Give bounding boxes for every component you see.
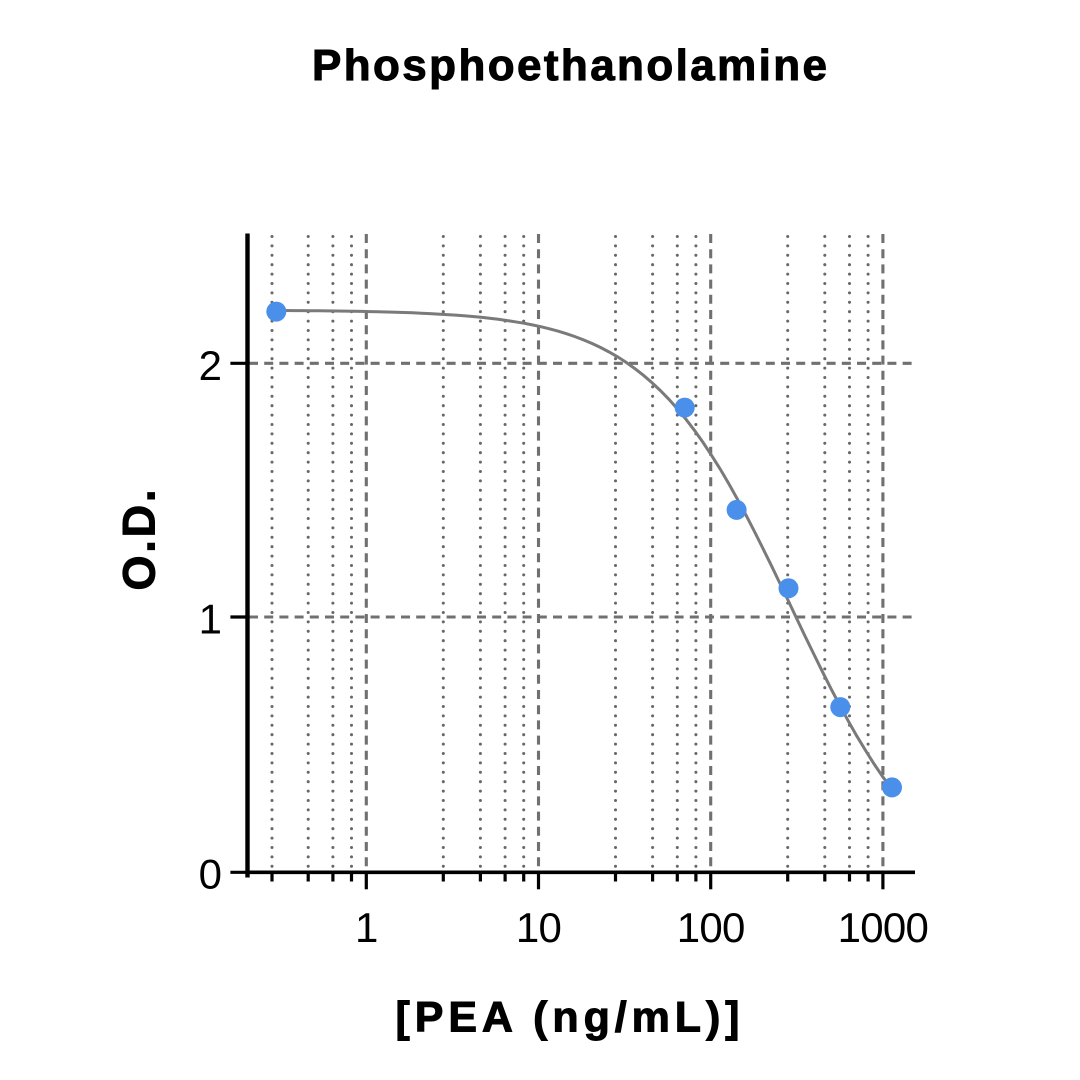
svg-text:0: 0 <box>199 850 222 897</box>
svg-text:2: 2 <box>199 342 222 389</box>
svg-text:[PEA (ng/mL)]: [PEA (ng/mL)] <box>396 994 740 1042</box>
svg-text:1: 1 <box>355 904 378 951</box>
svg-text:100: 100 <box>677 904 745 951</box>
svg-text:Phosphoethanolamine: Phosphoethanolamine <box>312 41 827 90</box>
svg-text:1: 1 <box>199 596 222 643</box>
svg-text:1000: 1000 <box>838 904 929 951</box>
svg-text:10: 10 <box>516 904 561 951</box>
